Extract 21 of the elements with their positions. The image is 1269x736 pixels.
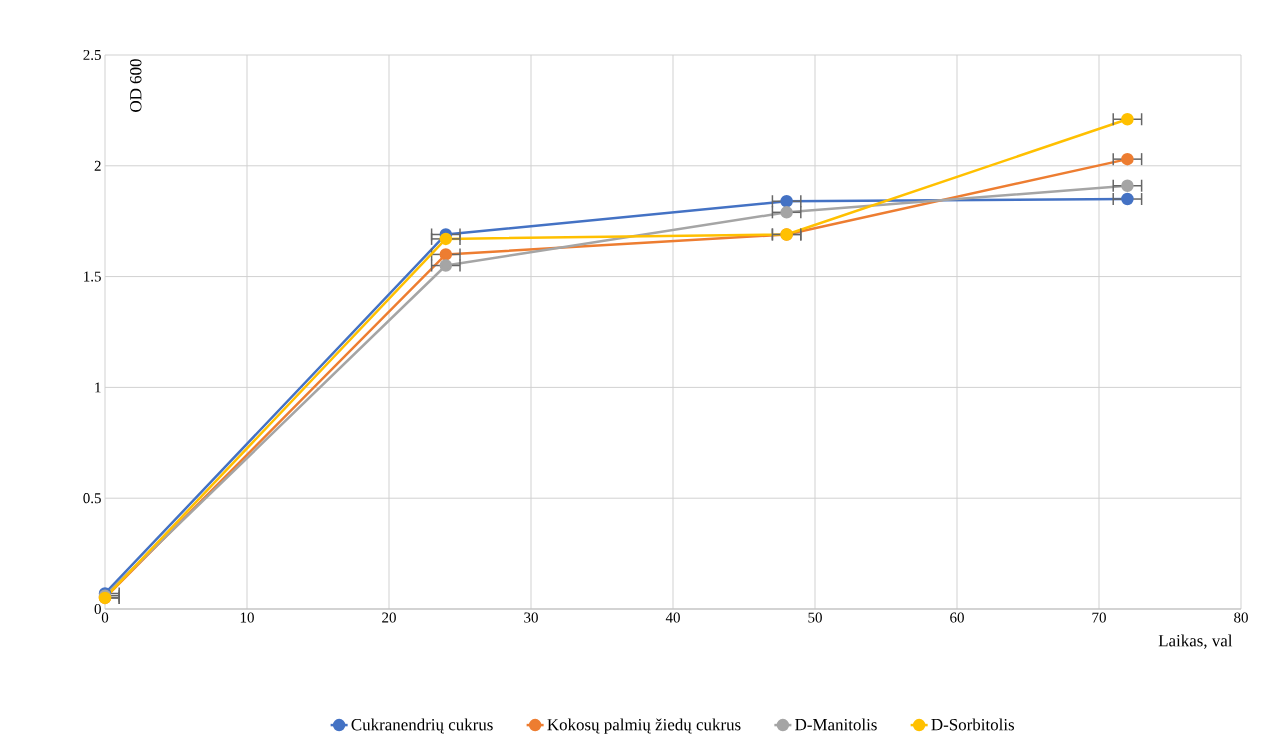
x-tick-label: 60 <box>950 612 964 623</box>
x-axis-title: Laikas, val <box>1158 634 1233 650</box>
x-tick-label: 50 <box>808 612 822 623</box>
legend-label: Kokosų palmių žiedų cukrus <box>547 718 741 734</box>
y-tick-label: 1 <box>95 382 101 393</box>
legend-label: D-Manitolis <box>795 718 877 731</box>
x-tick-label: 40 <box>665 612 680 623</box>
y-tick-label: 2.5 <box>83 50 101 61</box>
y-axis-title: OD 600 <box>130 59 142 113</box>
legend-label: D-Sorbitolis <box>931 718 1015 731</box>
y-tick-label: 1.5 <box>84 271 101 282</box>
x-tick-label: 10 <box>240 612 254 623</box>
x-tick-label: 70 <box>1092 612 1106 623</box>
y-tick-label: 0 <box>94 604 101 615</box>
legend-label: Cukranendrių cukrus <box>351 718 493 734</box>
y-tick-label: 2 <box>94 160 101 171</box>
x-tick-label: 30 <box>524 612 538 623</box>
x-tick-label: 0 <box>101 612 109 623</box>
x-tick-label: 80 <box>1234 612 1248 623</box>
y-tick-label: 0.5 <box>83 493 101 504</box>
x-tick-label: 20 <box>382 612 396 623</box>
